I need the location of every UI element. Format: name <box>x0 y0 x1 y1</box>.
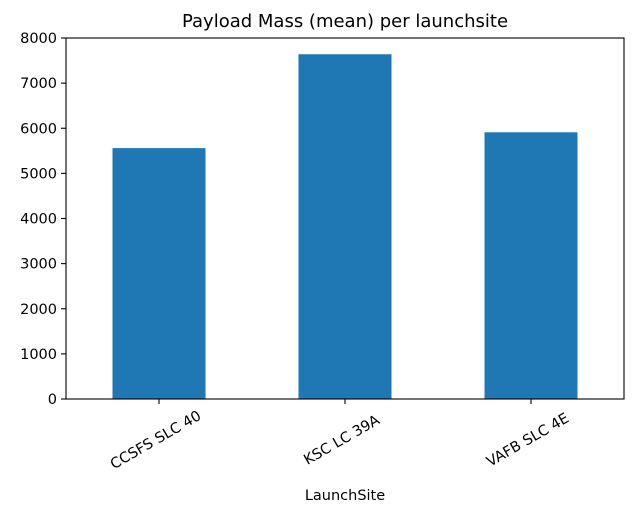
y-tick-label: 3000 <box>20 257 57 273</box>
x-tick-label: CCSFS SLC 40 <box>108 408 204 473</box>
x-tick-label: VAFB SLC 4E <box>484 411 572 471</box>
y-tick-label: 8000 <box>20 31 57 47</box>
y-tick-label: 2000 <box>20 302 57 318</box>
plot-frame <box>65 37 625 400</box>
x-axis-label: LaunchSite <box>305 488 385 504</box>
y-tick-label: 1000 <box>20 347 57 363</box>
x-tick-label: KSC LC 39A <box>301 412 382 468</box>
x-axis: CCSFS SLC 40 KSC LC 39A VAFB SLC 4E <box>108 399 572 473</box>
y-tick-label: 7000 <box>20 76 57 92</box>
y-tick-label: 4000 <box>20 212 57 228</box>
y-tick-label: 5000 <box>20 166 57 182</box>
bar-ccsfs-slc-40 <box>112 148 206 399</box>
y-tick-label: 6000 <box>20 121 57 137</box>
bar-ksc-lc-39a <box>298 54 392 400</box>
y-tick-label: 0 <box>48 392 57 408</box>
chart-title: Payload Mass (mean) per launchsite <box>182 11 508 32</box>
y-axis: 0 1000 2000 3000 4000 5000 6000 7000 8000 <box>20 31 66 408</box>
bars-group <box>112 54 578 400</box>
bar-vafb-slc-4e <box>484 132 578 399</box>
